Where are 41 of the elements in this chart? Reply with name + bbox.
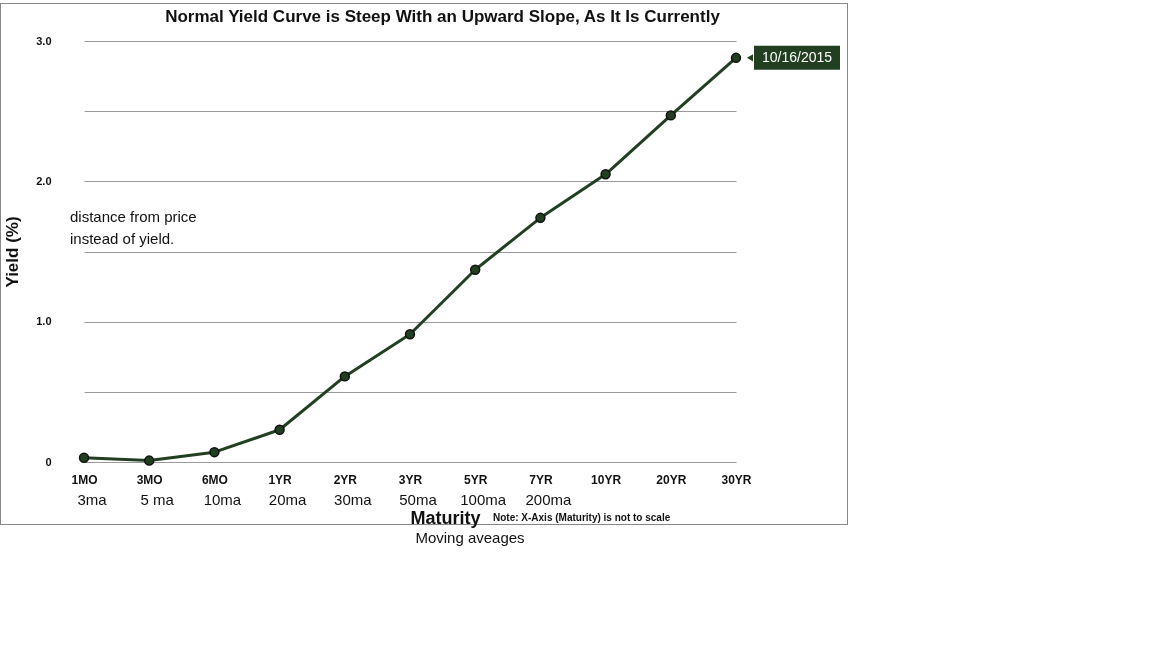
legend-label: 10/16/2015 bbox=[761, 48, 833, 65]
y-axis-title: Yield (%) bbox=[2, 216, 22, 288]
point bbox=[274, 424, 285, 435]
x-axis-title: Maturity bbox=[410, 507, 481, 528]
x-tick-label: 20YR bbox=[656, 472, 687, 487]
x-tick-label: 7YR bbox=[529, 472, 553, 487]
y-tick-label: 1.0 bbox=[36, 315, 52, 328]
point bbox=[78, 452, 90, 463]
x-tick-label: 1YR bbox=[268, 472, 293, 487]
point bbox=[404, 329, 416, 340]
point bbox=[143, 455, 155, 466]
text: 20ma bbox=[268, 491, 308, 508]
x-tick-label: 2YR bbox=[333, 472, 358, 487]
x-tick-label: 1MO bbox=[71, 472, 98, 487]
point bbox=[535, 212, 546, 224]
text: Note: X-Axis (Maturity) is not to scale bbox=[493, 512, 671, 523]
x-tick-label: 10YR bbox=[591, 472, 622, 487]
y-tick-label: 0 bbox=[45, 455, 52, 468]
point bbox=[209, 446, 220, 458]
x-tick-label: 6MO bbox=[201, 472, 228, 487]
text: 100ma bbox=[460, 491, 507, 508]
point bbox=[469, 264, 481, 275]
point bbox=[339, 371, 351, 382]
x-tick-label: 5YR bbox=[464, 472, 488, 487]
text: 30ma bbox=[334, 491, 373, 508]
x-tick-label: 3YR bbox=[398, 472, 423, 487]
point bbox=[600, 169, 611, 180]
y-tick-label: 2.0 bbox=[36, 174, 52, 187]
chart-title: Normal Yield Curve is Steep With an Upward Slope, As It Is Currently bbox=[165, 7, 721, 26]
x-tick-label: 30YR bbox=[721, 472, 752, 487]
text: 10ma bbox=[203, 491, 242, 508]
text: 50ma bbox=[399, 491, 438, 508]
annotation: distance from price instead of yield. bbox=[70, 208, 197, 247]
y-tick-label: 3.0 bbox=[36, 34, 52, 47]
text: 5 ma bbox=[140, 491, 175, 508]
text: 3ma bbox=[77, 491, 108, 508]
text: Moving aveages bbox=[415, 529, 525, 546]
text: 200ma bbox=[525, 491, 572, 508]
x-tick-label: 3MO bbox=[136, 472, 163, 487]
point bbox=[730, 52, 742, 64]
point bbox=[665, 110, 677, 121]
